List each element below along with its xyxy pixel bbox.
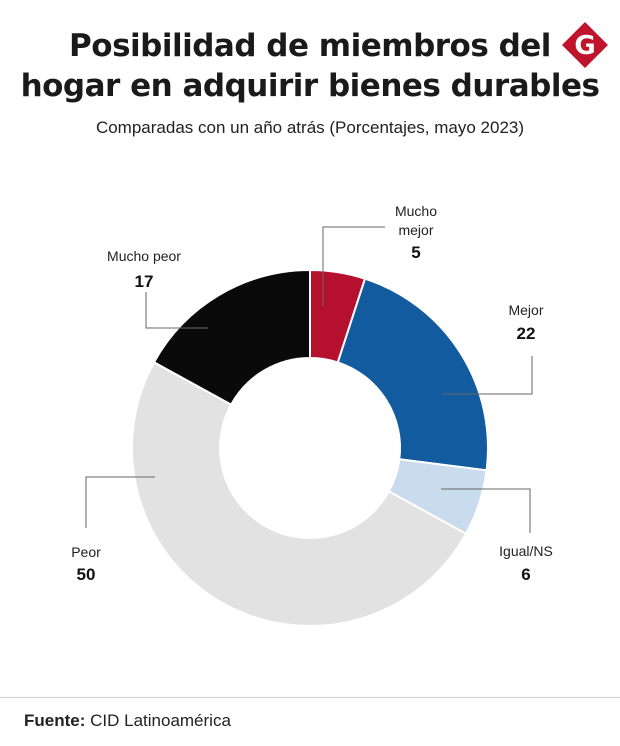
slice-peor bbox=[131, 360, 468, 627]
value-mucho-mejor: 5 bbox=[411, 243, 420, 262]
label-mejor: Mejor bbox=[508, 302, 543, 318]
label-igual-ns: Igual/NS bbox=[499, 543, 553, 559]
value-peor: 50 bbox=[77, 565, 96, 584]
label-peor: Peor bbox=[71, 544, 101, 560]
leader-line-mejor bbox=[443, 356, 533, 395]
leader-line-mucho-mejor bbox=[322, 226, 385, 306]
slice-mejor bbox=[336, 277, 489, 472]
value-igual-ns: 6 bbox=[521, 565, 530, 584]
label-mucho-mejor-2: mejor bbox=[398, 222, 433, 238]
value-mucho-peor: 17 bbox=[135, 272, 154, 291]
title-line-2: hogar en adquirir bienes durables bbox=[20, 68, 600, 104]
value-mejor: 22 bbox=[517, 324, 536, 343]
title-line-1: Posibilidad de miembros del bbox=[69, 28, 551, 64]
leader-line-mucho-peor bbox=[145, 292, 208, 329]
chart-subtitle: Comparadas con un año atrás (Porcentajes… bbox=[95, 118, 525, 137]
label-mucho-peor: Mucho peor bbox=[107, 248, 181, 264]
footer-divider bbox=[0, 697, 620, 698]
logo-diamond bbox=[562, 22, 608, 68]
brand-logo: G bbox=[562, 22, 608, 68]
leader-line-igual-ns bbox=[441, 488, 531, 533]
source-note: Fuente: CID Latinoamérica bbox=[24, 711, 231, 731]
label-mucho-mejor-1: Mucho bbox=[395, 203, 437, 219]
leader-line-peor bbox=[85, 476, 155, 528]
source-text: CID Latinoamérica bbox=[90, 711, 231, 730]
chart-title: Posibilidad de miembros del hogar en adq… bbox=[20, 26, 600, 106]
logo-letter: G bbox=[574, 31, 595, 61]
source-label: Fuente: bbox=[24, 711, 86, 730]
slice-mucho-peor bbox=[152, 268, 311, 406]
